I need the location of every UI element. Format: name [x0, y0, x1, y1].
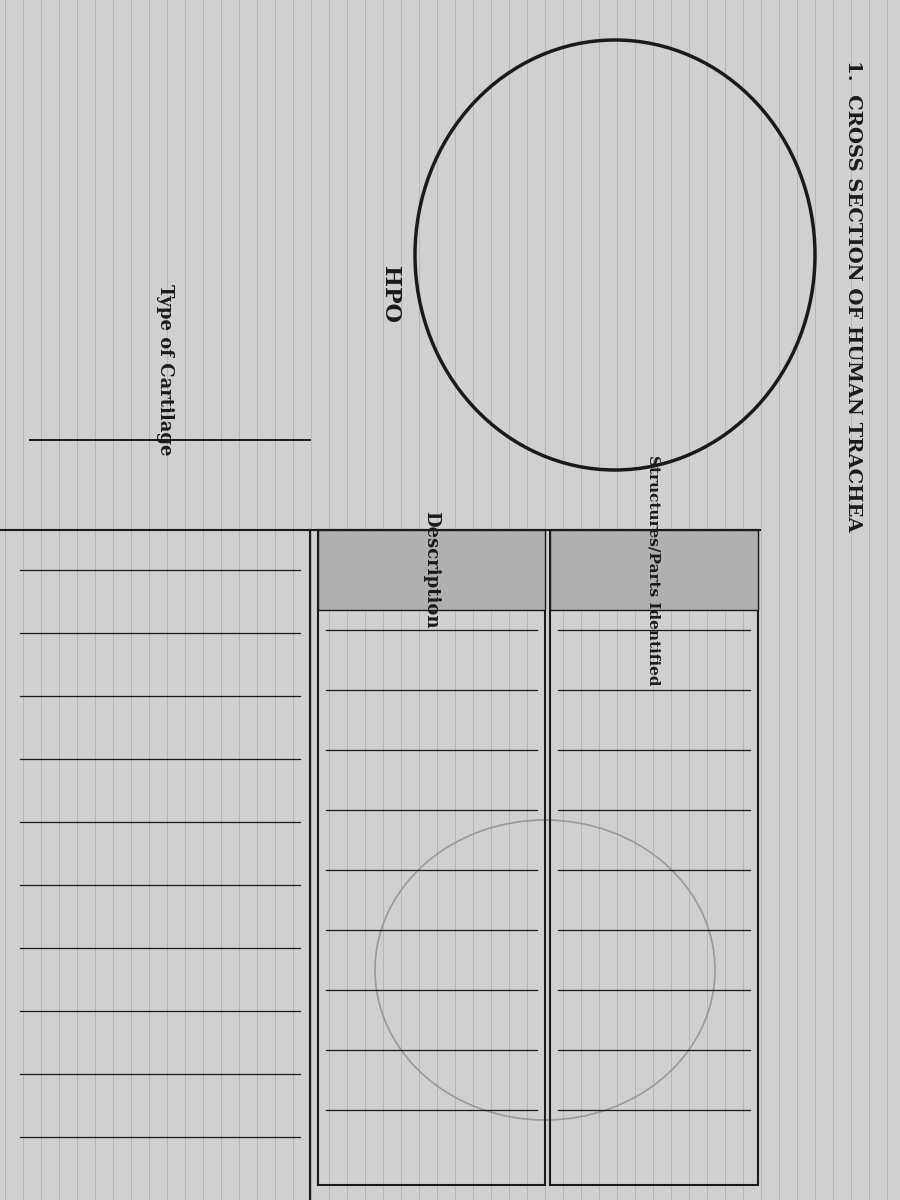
Text: Description: Description [422, 511, 440, 629]
Bar [550, 530, 758, 610]
Text: HPO: HPO [379, 266, 401, 324]
Text: 1.  CROSS SECTION OF HUMAN TRACHEA: 1. CROSS SECTION OF HUMAN TRACHEA [844, 60, 862, 532]
Bar [318, 530, 545, 1186]
Bar [318, 530, 545, 610]
Text: Structures/Parts Identified: Structures/Parts Identified [647, 455, 661, 685]
Bar [550, 530, 758, 1186]
Text: Type of Cartilage: Type of Cartilage [156, 284, 174, 456]
